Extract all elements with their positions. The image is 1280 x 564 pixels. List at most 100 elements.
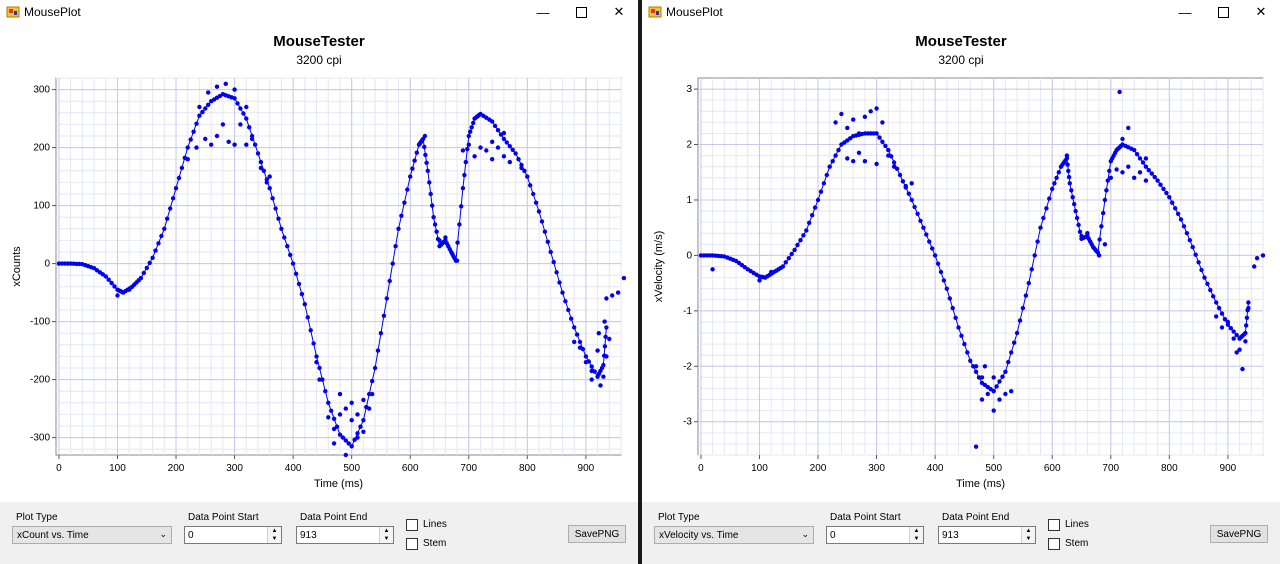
data-point xyxy=(1097,237,1102,242)
data-point xyxy=(285,244,290,249)
data-point xyxy=(1244,323,1249,328)
data-point xyxy=(194,145,199,150)
lines-checkbox[interactable]: Lines xyxy=(406,519,476,533)
spinner-icon[interactable]: ▲ ▼ xyxy=(379,527,393,543)
spinner-icon[interactable]: ▲ ▼ xyxy=(909,527,923,543)
xcount-plot[interactable]: 0 100 200 300 400 500 600 700 800 900 -300 -200 -100… xyxy=(0,0,638,500)
data-point xyxy=(185,157,190,162)
minimize-button[interactable]: — xyxy=(1178,4,1192,20)
data-point xyxy=(1114,167,1119,172)
save-png-button[interactable]: SavePNG xyxy=(568,525,626,543)
data-point xyxy=(490,119,495,124)
start-input[interactable]: 0 ▲ ▼ xyxy=(826,526,924,544)
data-point xyxy=(355,435,360,440)
data-point xyxy=(337,432,343,437)
data-point xyxy=(1252,264,1257,269)
data-point xyxy=(226,139,231,144)
window-xcount: MousePlot — ✕ MouseTester 3200 cpi 0 100 2… xyxy=(0,0,638,564)
data-point xyxy=(1211,294,1216,299)
data-point xyxy=(845,156,850,161)
plot-type-select[interactable]: xVelocity vs. Time ⌄ xyxy=(654,526,814,544)
data-point xyxy=(162,226,167,231)
end-input[interactable]: 913 ▲ ▼ xyxy=(296,526,394,544)
end-input[interactable]: 913 ▲ ▼ xyxy=(938,526,1036,544)
checkbox-box[interactable] xyxy=(1048,519,1060,531)
data-point xyxy=(560,290,565,295)
data-point xyxy=(331,426,337,432)
start-input[interactable]: 0 ▲ ▼ xyxy=(184,526,282,544)
controls-panel: Plot Type xVelocity vs. Time ⌄ Data Poin… xyxy=(642,502,1280,564)
data-point xyxy=(979,397,985,402)
data-point xyxy=(1099,224,1104,229)
close-button[interactable]: ✕ xyxy=(600,0,638,24)
spinner-icon[interactable]: ▲ ▼ xyxy=(1021,527,1035,543)
data-point xyxy=(299,291,305,297)
data-point xyxy=(317,377,322,382)
data-point xyxy=(168,206,173,211)
save-png-button[interactable]: SavePNG xyxy=(1210,525,1268,543)
title-bar[interactable]: MousePlot — ✕ xyxy=(642,0,1280,24)
chevron-down-icon: ⌄ xyxy=(801,529,809,539)
data-point xyxy=(953,315,958,320)
maximize-button[interactable] xyxy=(1204,0,1242,24)
data-point xyxy=(165,216,170,221)
data-point xyxy=(1041,215,1046,221)
data-point xyxy=(270,196,275,201)
x-tick-label: 600 xyxy=(402,463,419,474)
data-point xyxy=(566,307,571,313)
data-point xyxy=(267,186,272,191)
data-point xyxy=(147,260,152,266)
data-point xyxy=(1219,311,1225,316)
data-point xyxy=(973,364,979,369)
window-title: MousePlot xyxy=(24,5,81,19)
minimize-button[interactable]: — xyxy=(536,4,550,20)
data-point xyxy=(891,164,897,169)
x-tick-label: 0 xyxy=(56,463,62,474)
maximize-button[interactable] xyxy=(562,0,600,24)
data-point xyxy=(361,429,366,434)
data-point xyxy=(1237,347,1242,352)
checkbox-box[interactable] xyxy=(406,538,418,550)
stem-checkbox[interactable]: Stem xyxy=(406,538,476,552)
data-point xyxy=(1003,369,1008,374)
data-point xyxy=(492,123,498,129)
data-point xyxy=(1009,389,1014,394)
data-point xyxy=(1101,210,1106,216)
checkbox-box[interactable] xyxy=(1048,538,1060,550)
data-point xyxy=(1003,391,1008,397)
stem-checkbox[interactable]: Stem xyxy=(1048,538,1118,552)
data-point xyxy=(1102,242,1108,247)
xvelocity-plot[interactable]: 0 100 200 300 400 500 600 700 800 900 -3 -2 -1 0 1 2 3 Ti… xyxy=(642,0,1280,500)
data-point xyxy=(323,389,328,394)
y-tick-label: -200 xyxy=(30,375,50,386)
data-point xyxy=(536,209,542,214)
data-point xyxy=(1184,231,1190,236)
data-point xyxy=(918,218,923,223)
data-point xyxy=(780,264,786,269)
lines-checkbox[interactable]: Lines xyxy=(1048,519,1118,533)
title-bar[interactable]: MousePlot — ✕ xyxy=(0,0,638,24)
x-tick-label: 700 xyxy=(460,463,477,474)
data-point xyxy=(607,336,612,342)
data-point xyxy=(465,146,470,152)
chart-subtitle: 3200 cpi xyxy=(938,53,984,67)
y-tick-label: -300 xyxy=(30,433,50,444)
plot-type-select[interactable]: xCount vs. Time ⌄ xyxy=(12,526,172,544)
data-point xyxy=(1076,222,1081,228)
data-point xyxy=(1067,181,1072,186)
spinner-icon[interactable]: ▲ ▼ xyxy=(267,527,281,543)
data-point xyxy=(466,133,471,139)
data-point xyxy=(1077,229,1083,234)
data-point xyxy=(1126,164,1131,169)
data-point xyxy=(938,269,944,275)
data-point xyxy=(425,168,430,173)
data-point xyxy=(1020,305,1026,311)
checkbox-box[interactable] xyxy=(406,519,418,531)
data-point xyxy=(856,150,862,155)
data-point xyxy=(244,116,249,121)
close-button[interactable]: ✕ xyxy=(1242,0,1280,24)
data-point xyxy=(513,151,518,156)
data-point xyxy=(574,332,580,337)
data-point xyxy=(317,365,322,371)
end-value: 913 xyxy=(300,530,317,541)
